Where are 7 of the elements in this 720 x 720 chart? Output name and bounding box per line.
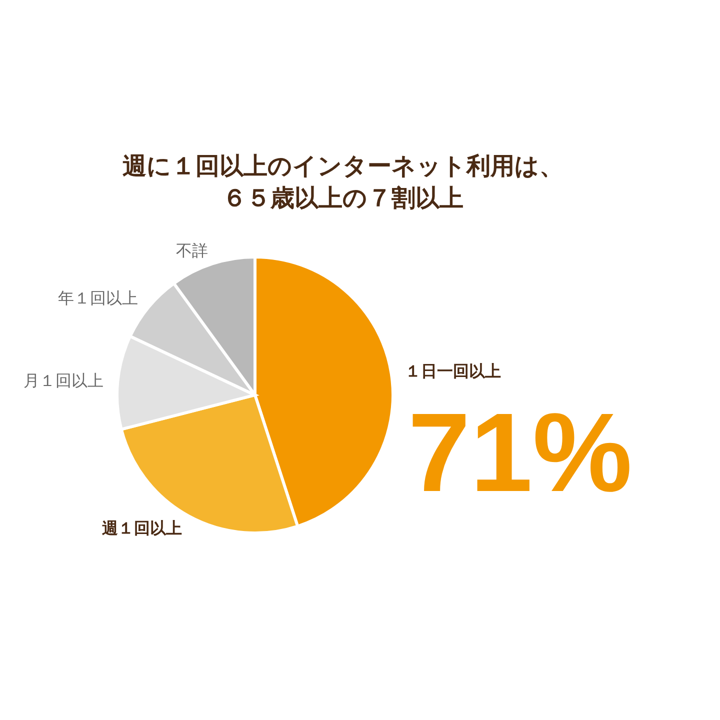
slice-label: 年１回以上	[58, 288, 138, 308]
slice-label: 月１回以上	[24, 371, 104, 390]
slice-label: １日一回以上	[405, 362, 502, 381]
slice-label: 週１回以上	[100, 518, 182, 538]
slice-label: 不詳	[176, 240, 208, 260]
text: 71%	[408, 389, 632, 517]
chart-title: 週に１回以上のインターネット利用は、６５歳以上の７割以上	[122, 151, 564, 214]
